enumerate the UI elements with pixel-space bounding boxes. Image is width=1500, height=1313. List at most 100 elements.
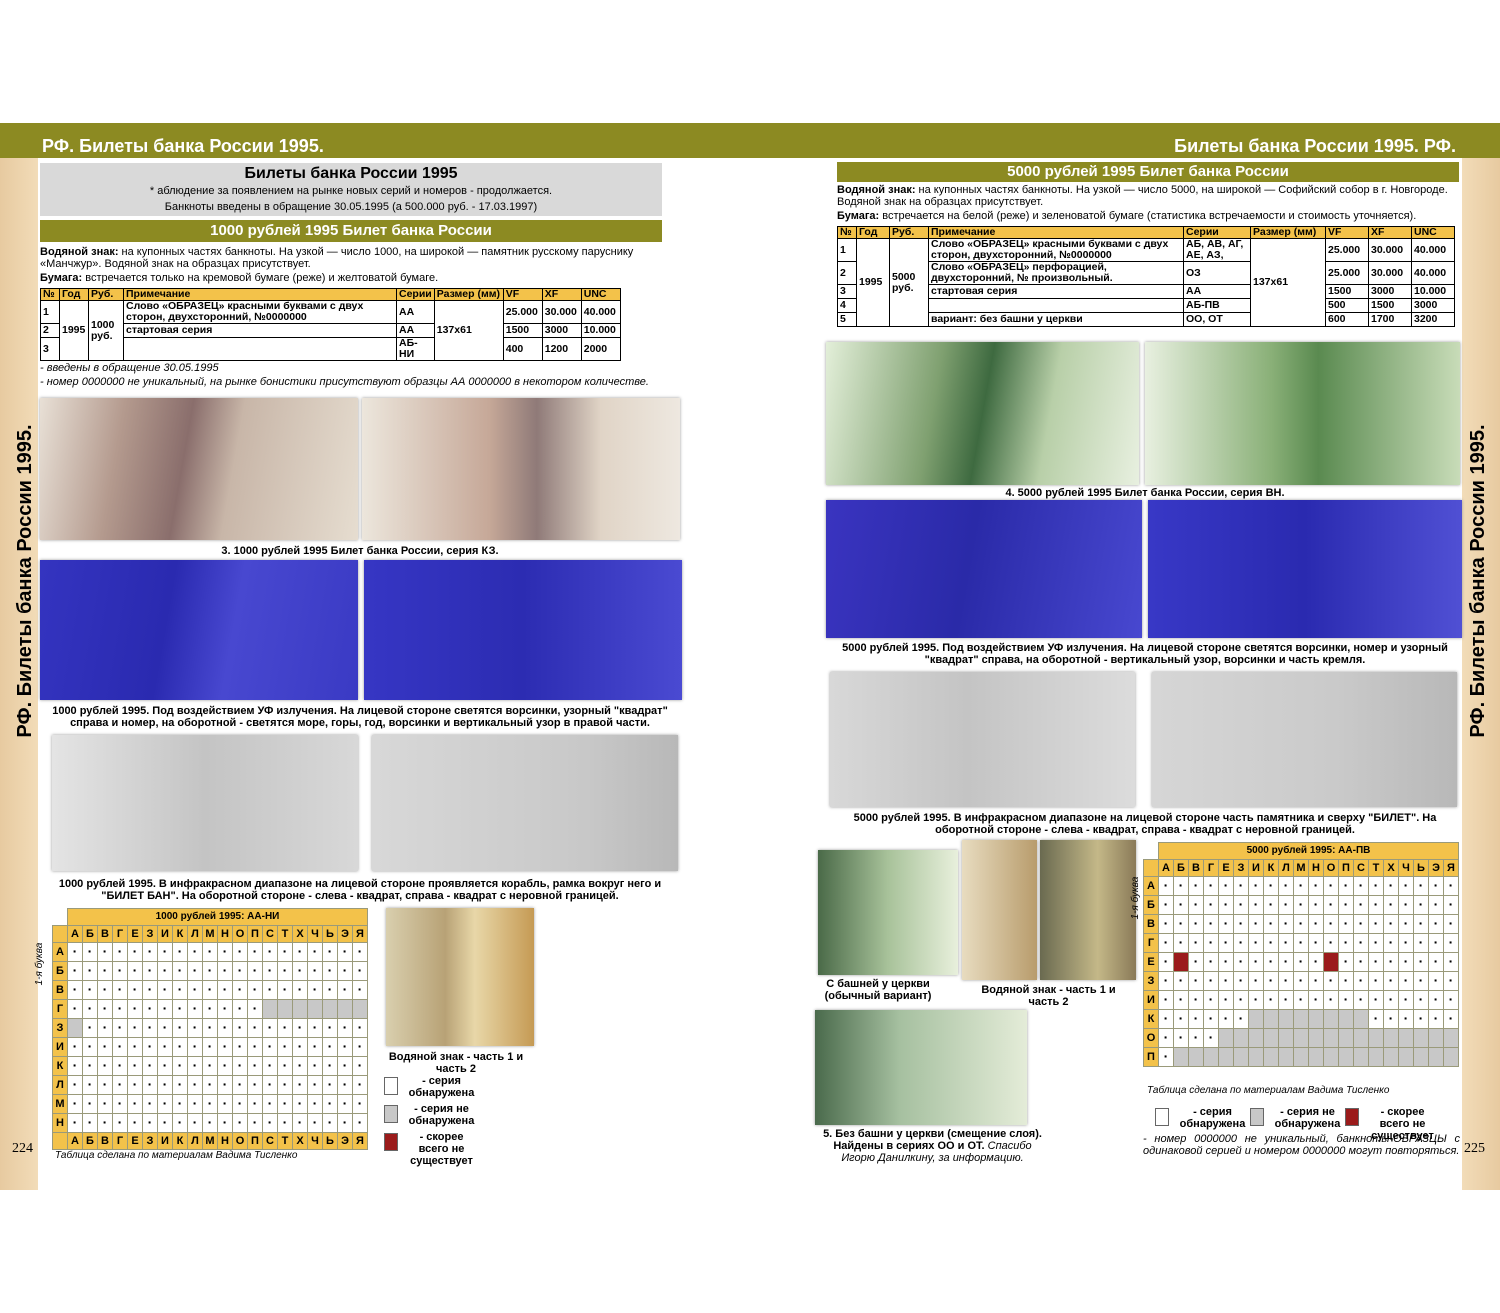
grid-cell: [157, 980, 173, 1000]
header-cell: Размер (мм): [1250, 226, 1326, 239]
cell-vf: 1500: [1325, 284, 1369, 299]
grid-cell: [1398, 952, 1414, 972]
grid-cell: [1293, 876, 1309, 896]
grid-cell: [157, 942, 173, 962]
grid-cell: [232, 1056, 248, 1076]
grid-cell: [1158, 1009, 1174, 1029]
grid-cell: [292, 1056, 308, 1076]
grid-cell: [322, 1075, 338, 1095]
table-row: 4 АБ-ПВ 500 1500 3000: [837, 298, 1455, 313]
cell-note: стартовая серия: [123, 323, 397, 338]
grid-cell: [307, 1018, 323, 1038]
grid-cell: [247, 942, 263, 962]
grid-row: И: [52, 1037, 368, 1057]
section-bar: [40, 220, 662, 242]
grid-cell: [1383, 895, 1399, 915]
grid-cell: [1293, 952, 1309, 972]
grid-cell: [1173, 1047, 1189, 1067]
grid-row: А: [52, 942, 368, 962]
grid-cell: [127, 1018, 143, 1038]
grid-cell: [232, 942, 248, 962]
grid-cell: [1248, 1028, 1264, 1048]
grid-cell: [187, 1075, 203, 1095]
grid-cell: [1158, 1028, 1174, 1048]
grid-cell: [172, 999, 188, 1019]
grid-cell: [172, 961, 188, 981]
grid-cell: [1173, 876, 1189, 896]
cell-note: стартовая серия: [928, 284, 1184, 299]
grid-cell: [262, 1018, 278, 1038]
grid-cell: [82, 1037, 98, 1057]
grid-col-letter: Б: [82, 1132, 98, 1150]
legend-swatch: [1250, 1108, 1264, 1126]
grid-col-letter: Э: [1428, 859, 1444, 877]
cell-no: 3: [837, 284, 857, 299]
header-cell: Примечание: [928, 226, 1184, 239]
grid-corner: [1144, 843, 1159, 860]
cell-no: 2: [837, 261, 857, 285]
grid-cell: [337, 942, 353, 962]
grid-row-letter: Л: [52, 1075, 68, 1095]
header-row: № Год Руб. Примечание Серии Размер (мм) VF XF UN…: [40, 288, 621, 301]
grid-cell: [157, 999, 173, 1019]
grid-cell: [1428, 1009, 1444, 1029]
banknote-ir-back: [1152, 672, 1457, 807]
grid-cell: [1293, 1028, 1309, 1048]
grid-cell: [1368, 1047, 1384, 1067]
grid-cell: [277, 999, 293, 1019]
banknote-uv-front: [826, 500, 1142, 638]
grid-cell: [217, 961, 233, 981]
grid-cell: [352, 1037, 368, 1057]
header-cell: №: [40, 288, 60, 301]
label: Водяной знак:: [40, 246, 119, 258]
grid-cell: [292, 1094, 308, 1114]
grid-cell: [1398, 914, 1414, 934]
header-right: Билеты банка России 1995. РФ.: [1174, 136, 1456, 156]
grid-cell: [1323, 1009, 1339, 1029]
grid-cell: [142, 942, 158, 962]
cell-unc: 3200: [1411, 312, 1455, 327]
grid-cell: [1443, 895, 1459, 915]
grid-col-letter: М: [1293, 859, 1309, 877]
grid-cell: [307, 1075, 323, 1095]
grid-cell: [202, 1018, 218, 1038]
grid-cell: [187, 1113, 203, 1133]
margin-right: [1462, 123, 1500, 1190]
grid-col-letter: Н: [217, 925, 233, 943]
grid-cell: [157, 961, 173, 981]
header-cell: Руб.: [889, 226, 929, 239]
watermark-image: [386, 908, 534, 1046]
header-cell: Примечание: [123, 288, 397, 301]
credit: Таблица сделана по материалам Вадима Тис…: [55, 1150, 298, 1161]
grid-cell: [82, 1113, 98, 1133]
grid-cell: [1188, 971, 1204, 991]
grid-cell: [1308, 933, 1324, 953]
section-bar: [837, 162, 1459, 182]
grid-cell: [172, 942, 188, 962]
grid-cell: [1278, 914, 1294, 934]
grid-cell: [337, 961, 353, 981]
grid-cell: [1293, 914, 1309, 934]
grid-cell: [1383, 1009, 1399, 1029]
cell-no: 1: [837, 238, 857, 262]
grid-cell: [1308, 990, 1324, 1010]
grid-cell: [1218, 876, 1234, 896]
grid-cell: [1203, 990, 1219, 1010]
grid-row-letter: К: [1143, 1009, 1159, 1029]
grid-cell: [67, 1018, 83, 1038]
cell-unc: 40.000: [1411, 238, 1455, 262]
grid-cell: [1188, 876, 1204, 896]
grid-cell: [1293, 895, 1309, 915]
grid-col-letter: Я: [1443, 859, 1459, 877]
grid-row: З: [52, 1018, 368, 1038]
caption-main: 5. Без башни у церкви (смещение слоя). Н…: [823, 1128, 1042, 1152]
header-cell: VF: [502, 288, 543, 301]
cell-xf: 1500: [1368, 298, 1412, 313]
intro-line: Банкноты введены в обращение 30.05.1995 …: [164, 201, 538, 213]
grid-cell: [1353, 1009, 1369, 1029]
grid-cell: [112, 942, 128, 962]
grid-cell: [67, 980, 83, 1000]
cell-size: 137x61: [433, 300, 504, 361]
